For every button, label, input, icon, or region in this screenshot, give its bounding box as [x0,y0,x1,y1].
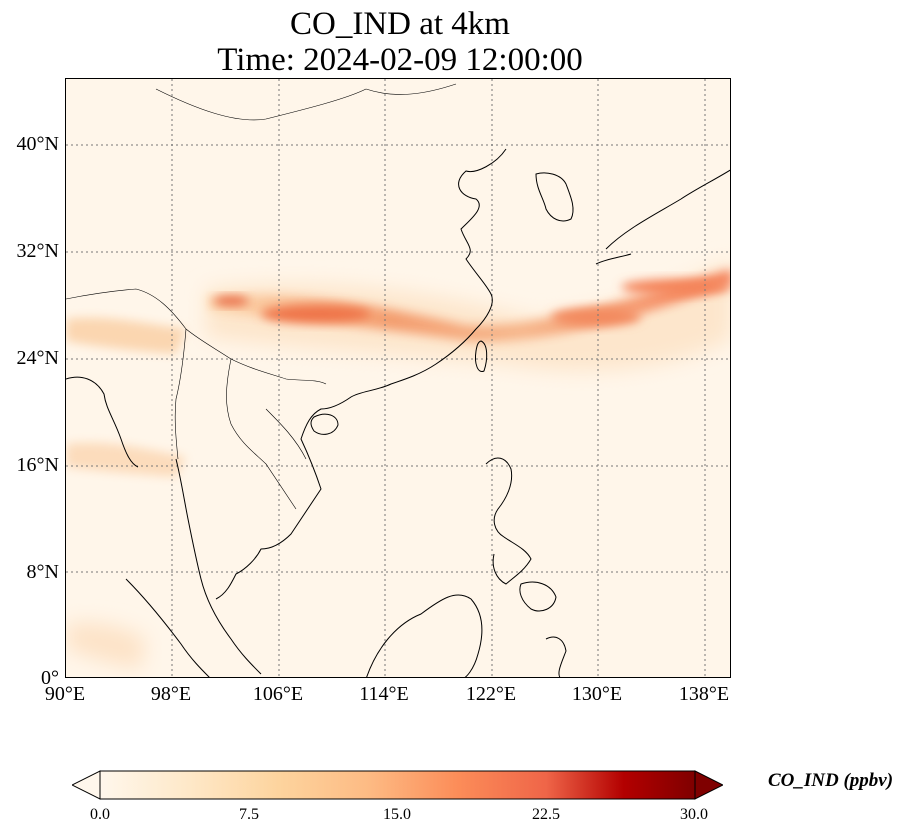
map-panel [65,78,731,678]
colorbar-extend-min [70,770,101,800]
colorbar-tick-label: 15.0 [383,806,411,823]
co-concentration-field [66,79,730,677]
lon-tick-label: 114°E [359,683,409,705]
lon-tick-label: 122°E [465,683,517,705]
lon-tick-label: 98°E [150,683,192,705]
figure-title: CO_IND at 4km [290,6,510,42]
map-svg [66,79,730,677]
lon-tick-label: 90°E [44,683,86,705]
lat-tick-label: 0° [41,667,59,689]
colorbar-tick-label: 7.5 [239,806,259,823]
gridlines [66,79,730,677]
lat-tick-label: 16°N [16,454,59,476]
lon-tick-label: 138°E [678,683,730,705]
lon-tick-label: 106°E [252,683,304,705]
country-borders [66,83,457,510]
colorbar-tick-label: 22.5 [532,806,560,823]
lat-tick-label: 8°N [26,561,59,583]
lat-tick-label: 40°N [16,133,59,155]
lon-tick-label: 130°E [571,683,623,705]
coastlines [66,148,730,677]
colorbar-gradient [99,770,696,800]
figure-subtitle: Time: 2024-02-09 12:00:00 [217,42,583,78]
colorbar-tick-label: 0.0 [90,806,110,823]
colorbar-svg [70,770,725,800]
colorbar-tick-label: 30.0 [680,806,708,823]
colorbar-extend-max [694,770,725,800]
lat-tick-label: 32°N [16,240,59,262]
colorbar-label: CO_IND (ppbv) [768,770,894,791]
lat-tick-label: 24°N [16,347,59,369]
colorbar [70,770,725,800]
